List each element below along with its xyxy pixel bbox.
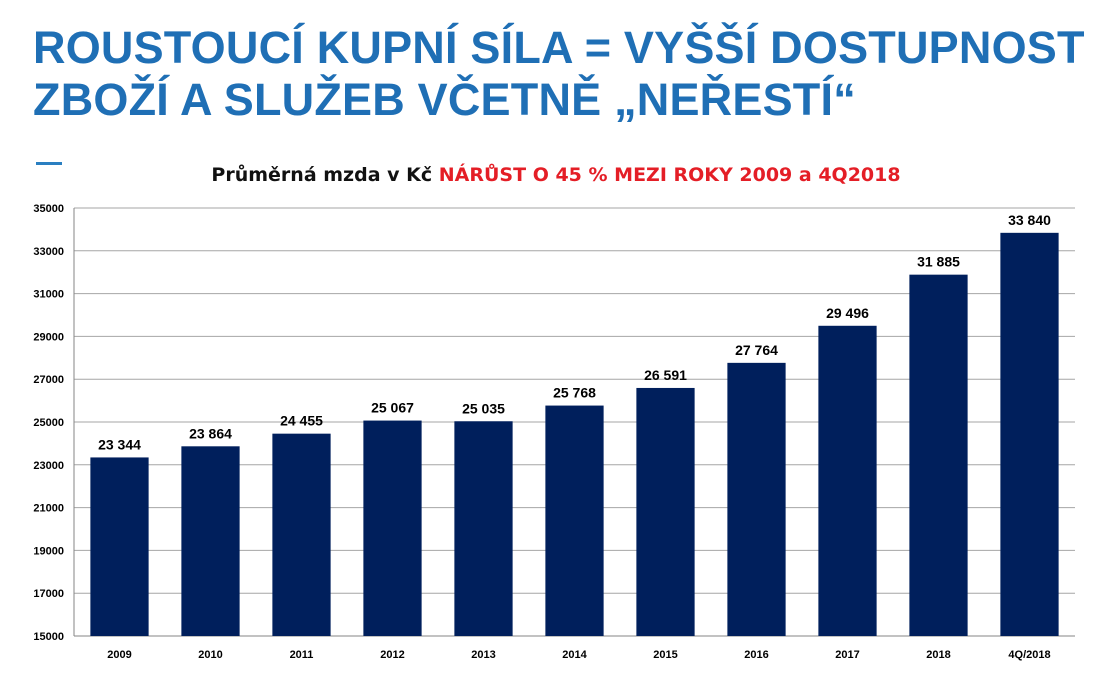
- data-label: 29 496: [826, 305, 869, 321]
- chart-title-prefix: Průměrná mzda v Kč: [211, 164, 433, 186]
- bar: [90, 457, 149, 636]
- x-tick-label: 2018: [926, 649, 950, 661]
- bar: [727, 362, 786, 636]
- y-tick-label: 23000: [33, 460, 64, 472]
- y-tick-label: 21000: [33, 503, 64, 515]
- data-label: 27 764: [735, 342, 778, 358]
- bar: [636, 387, 695, 636]
- bar: [1000, 232, 1059, 636]
- y-tick-label: 33000: [33, 246, 64, 258]
- y-tick-label: 29000: [33, 331, 64, 343]
- bar: [818, 325, 877, 636]
- data-label: 23 864: [189, 425, 232, 441]
- x-tick-label: 2015: [653, 649, 677, 661]
- bar: [363, 420, 422, 636]
- y-tick-label: 15000: [33, 631, 64, 643]
- slide-title: ROUSTOUCÍ KUPNÍ SÍLA = VYŠŠÍ DOSTUPNOST …: [33, 22, 1093, 126]
- x-tick-label: 2009: [107, 649, 131, 661]
- slide-title-line-1: ROUSTOUCÍ KUPNÍ SÍLA = VYŠŠÍ DOSTUPNOST: [33, 22, 1085, 73]
- data-label: 26 591: [644, 367, 687, 383]
- slide-title-line-2: ZBOŽÍ A SLUŽEB VČETNĚ „NEŘESTÍ“: [33, 74, 856, 125]
- y-tick-label: 19000: [33, 545, 64, 557]
- y-tick-label: 25000: [33, 417, 64, 429]
- chart-title-highlight: NÁRŮST O 45 % MEZI ROKY 2009 a 4Q2018: [438, 164, 901, 186]
- data-label: 24 455: [280, 413, 323, 429]
- x-tick-label: 4Q/2018: [1008, 649, 1050, 661]
- title-accent-line: [36, 162, 62, 165]
- x-tick-label: 2016: [744, 649, 768, 661]
- x-tick-label: 2012: [380, 649, 404, 661]
- bar: [454, 421, 513, 636]
- data-label: 33 840: [1008, 212, 1051, 228]
- y-tick-label: 31000: [33, 289, 64, 301]
- data-label: 25 768: [553, 385, 596, 401]
- y-tick-label: 17000: [33, 588, 64, 600]
- bar: [909, 274, 968, 636]
- data-label: 23 344: [98, 436, 141, 452]
- x-tick-label: 2011: [290, 649, 314, 661]
- bar: [181, 446, 240, 636]
- data-label: 31 885: [917, 254, 960, 270]
- x-tick-label: 2013: [471, 649, 495, 661]
- y-tick-label: 35000: [33, 203, 64, 215]
- data-label: 25 035: [462, 400, 505, 416]
- x-tick-label: 2014: [562, 649, 587, 661]
- chart-title: Průměrná mzda v Kč NÁRŮST O 45 % MEZI RO…: [0, 162, 1112, 188]
- bar: [545, 405, 604, 636]
- x-tick-label: 2010: [198, 649, 222, 661]
- y-tick-label: 27000: [33, 374, 64, 386]
- x-tick-label: 2017: [835, 649, 859, 661]
- bar: [272, 433, 331, 636]
- data-label: 25 067: [371, 400, 414, 416]
